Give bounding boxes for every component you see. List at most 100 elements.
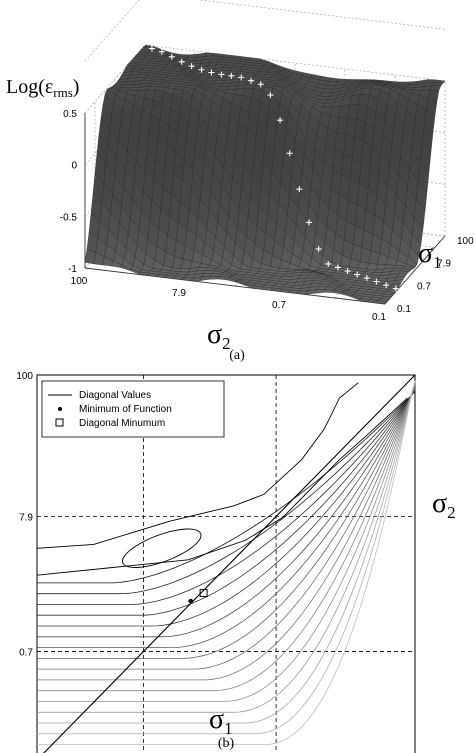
back-wall-gridline: [198, 0, 446, 30]
x-tick-label: 7.9: [172, 288, 186, 299]
contour-line: [37, 384, 416, 681]
diagonal-value-marker: [373, 278, 380, 285]
diagonal-value-marker: [178, 58, 185, 65]
contour-line: [37, 380, 416, 745]
diagonal-value-marker: [228, 72, 235, 79]
y-axis-label-b-sub: 2: [447, 503, 456, 522]
x-axis-label-b-main: σ: [209, 704, 224, 735]
panel-a-caption: (a): [229, 348, 245, 363]
diagonal-value-marker: [286, 150, 293, 157]
diagonal-value-marker: [267, 92, 274, 99]
y-axis-label-a-main: σ: [418, 238, 433, 269]
diagonal-value-marker: [334, 264, 341, 271]
diagonal-value-marker: [392, 285, 399, 292]
diagonal-value-marker: [248, 77, 255, 84]
z-axis-label-main: Log(ε: [6, 76, 53, 98]
y-axis-label-a-sub: 1: [433, 253, 442, 272]
z-tick-label: 0: [71, 161, 77, 172]
diagonal-value-marker: [305, 219, 312, 226]
diagonal-value-marker: [363, 275, 370, 282]
diagonal-value-marker: [208, 69, 215, 76]
x-axis-label-b: σ1: [209, 704, 233, 738]
x-tick-label: 100: [71, 276, 88, 287]
z-axis-label-sub: rms: [53, 85, 73, 100]
plot-frame: [36, 374, 416, 753]
x-axis-label-b-sub: 1: [224, 719, 233, 738]
surface-facet: [375, 300, 388, 305]
contour-line: [37, 380, 416, 724]
side-wall-gridline: [84, 44, 146, 114]
diagonal-value-marker: [158, 48, 165, 55]
contour-line: [37, 390, 416, 605]
y-tick-label: 0.7: [417, 281, 431, 292]
diagonal-value-marker: [168, 53, 175, 60]
legend-square-symbol: [55, 418, 64, 427]
contour-line: [37, 383, 416, 692]
contour-line: [37, 380, 416, 713]
diagonal-value-marker: [315, 245, 322, 252]
x-axis-label-a: σ2: [207, 319, 231, 353]
legend-label-diagonal-minimum: Diagonal Minumum: [79, 418, 165, 429]
diagonal-value-marker: [218, 71, 225, 78]
contour-line-outer: [36, 397, 408, 576]
surface-mesh: [84, 44, 446, 305]
contour-line: [37, 380, 416, 735]
panel-b-caption: (b): [218, 736, 235, 751]
legend-label-diagonal-values: Diagonal Values: [79, 390, 151, 401]
x-tick-label: 0.1: [372, 312, 386, 323]
contour-line: [37, 391, 416, 595]
x-axis-label-a-main: σ: [207, 319, 222, 350]
contour-line: [37, 385, 416, 670]
diagonal-value-marker: [148, 45, 155, 52]
z-tick-label: 0.5: [63, 109, 77, 120]
contour-line-outer: [36, 382, 359, 549]
diagonal-value-marker: [238, 74, 245, 81]
surface-facet: [429, 85, 442, 91]
panel-b-grid: [37, 375, 415, 753]
diagonal-markers: [139, 42, 399, 292]
diagonal-value-marker: [325, 260, 332, 267]
panel-b-ticks: 0.10.77.91001007.90.70.1: [16, 371, 33, 659]
diagonal-minimum-marker: [199, 589, 208, 598]
diagonal-value-marker: [277, 117, 284, 124]
contour-line: [37, 388, 416, 638]
y-axis-label-b: σ2: [432, 488, 456, 522]
diagonal-value-marker: [257, 81, 264, 88]
diagonal-value-marker: [354, 271, 361, 278]
z-tick-label: -0.5: [60, 212, 78, 223]
diagonal-value-marker: [188, 63, 195, 70]
z-tick-label: -1: [68, 264, 77, 275]
y-tick-label: 100: [457, 236, 474, 247]
z-axis-label: Log(εrms): [6, 76, 79, 100]
diagonal-value-marker: [383, 282, 390, 289]
axis-edge: [84, 267, 386, 305]
y-tick-label: 0.7: [19, 648, 33, 659]
legend-label-minimum-of-function: Minimum of Function: [79, 404, 172, 415]
contour-line: [37, 390, 416, 616]
x-tick-label: 0.7: [272, 300, 286, 311]
contour-line: [37, 389, 416, 627]
diagonal-values-line: [43, 374, 416, 753]
contour-line: [37, 386, 416, 659]
minimum-of-function-marker: [188, 598, 194, 604]
y-axis-label-a: σ1: [418, 238, 442, 272]
contour-loop-inner: [122, 528, 202, 568]
y-tick-label: 7.9: [437, 259, 451, 270]
diagonal-value-marker: [198, 66, 205, 73]
side-wall-gridline: [84, 0, 140, 62]
legend: Diagonal Values Minimum of Function Diag…: [41, 380, 225, 438]
panel-b-contour-plot: 0.10.77.91001007.90.70.1 Diagonal Values…: [16, 371, 456, 753]
diagonal-value-marker: [344, 268, 351, 275]
y-tick-label: 0.1: [397, 304, 411, 315]
contour-line: [37, 391, 416, 584]
diagonal-value-marker: [139, 42, 145, 49]
diagonal-value-marker: [296, 186, 303, 193]
legend-box: [41, 380, 225, 438]
x-axis-label-a-sub: 2: [222, 334, 231, 353]
contour-line: [37, 387, 416, 648]
legend-dot-symbol: [58, 407, 62, 411]
y-tick-label: 7.9: [19, 512, 33, 523]
